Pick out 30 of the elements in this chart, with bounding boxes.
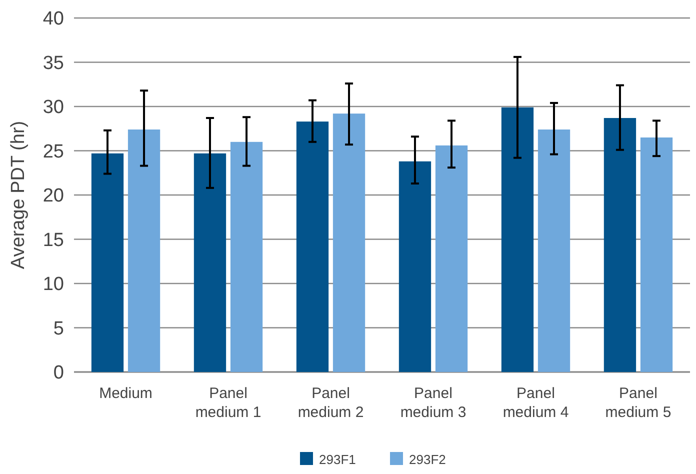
bar (538, 130, 570, 372)
x-tick-label: Panel medium 2 (298, 385, 364, 421)
bar (230, 142, 263, 372)
y-tick-label: 35 (42, 52, 64, 74)
x-tick-label: Panel medium 3 (400, 385, 466, 421)
x-tick-label: Panel medium 4 (502, 385, 569, 421)
y-tick-label: 15 (42, 230, 64, 251)
y-tick-label: 25 (42, 141, 64, 162)
x-tick-label: Panel medium 5 (605, 385, 672, 421)
bar (604, 118, 636, 372)
y-axis-title: Average PDT (hr) (8, 120, 29, 270)
y-tick-label: 40 (42, 8, 64, 30)
bar (398, 161, 432, 372)
bar (91, 153, 124, 372)
legend-label: 293F2 (409, 452, 446, 467)
bar (435, 145, 468, 372)
y-tick-label: 5 (53, 318, 64, 340)
bar (640, 137, 673, 372)
y-tick-label: 10 (42, 274, 64, 296)
x-tick-label: Medium (99, 385, 152, 402)
y-tick-label: 0 (53, 362, 64, 384)
bar (332, 114, 366, 372)
y-tick-label: 30 (42, 97, 64, 118)
bar (194, 153, 226, 372)
bar (501, 107, 534, 372)
bar (296, 122, 329, 372)
legend-label: 293F1 (319, 452, 356, 467)
bar (128, 130, 160, 372)
y-tick-label: 20 (42, 186, 64, 207)
x-tick-label: Panel medium 1 (195, 385, 262, 421)
